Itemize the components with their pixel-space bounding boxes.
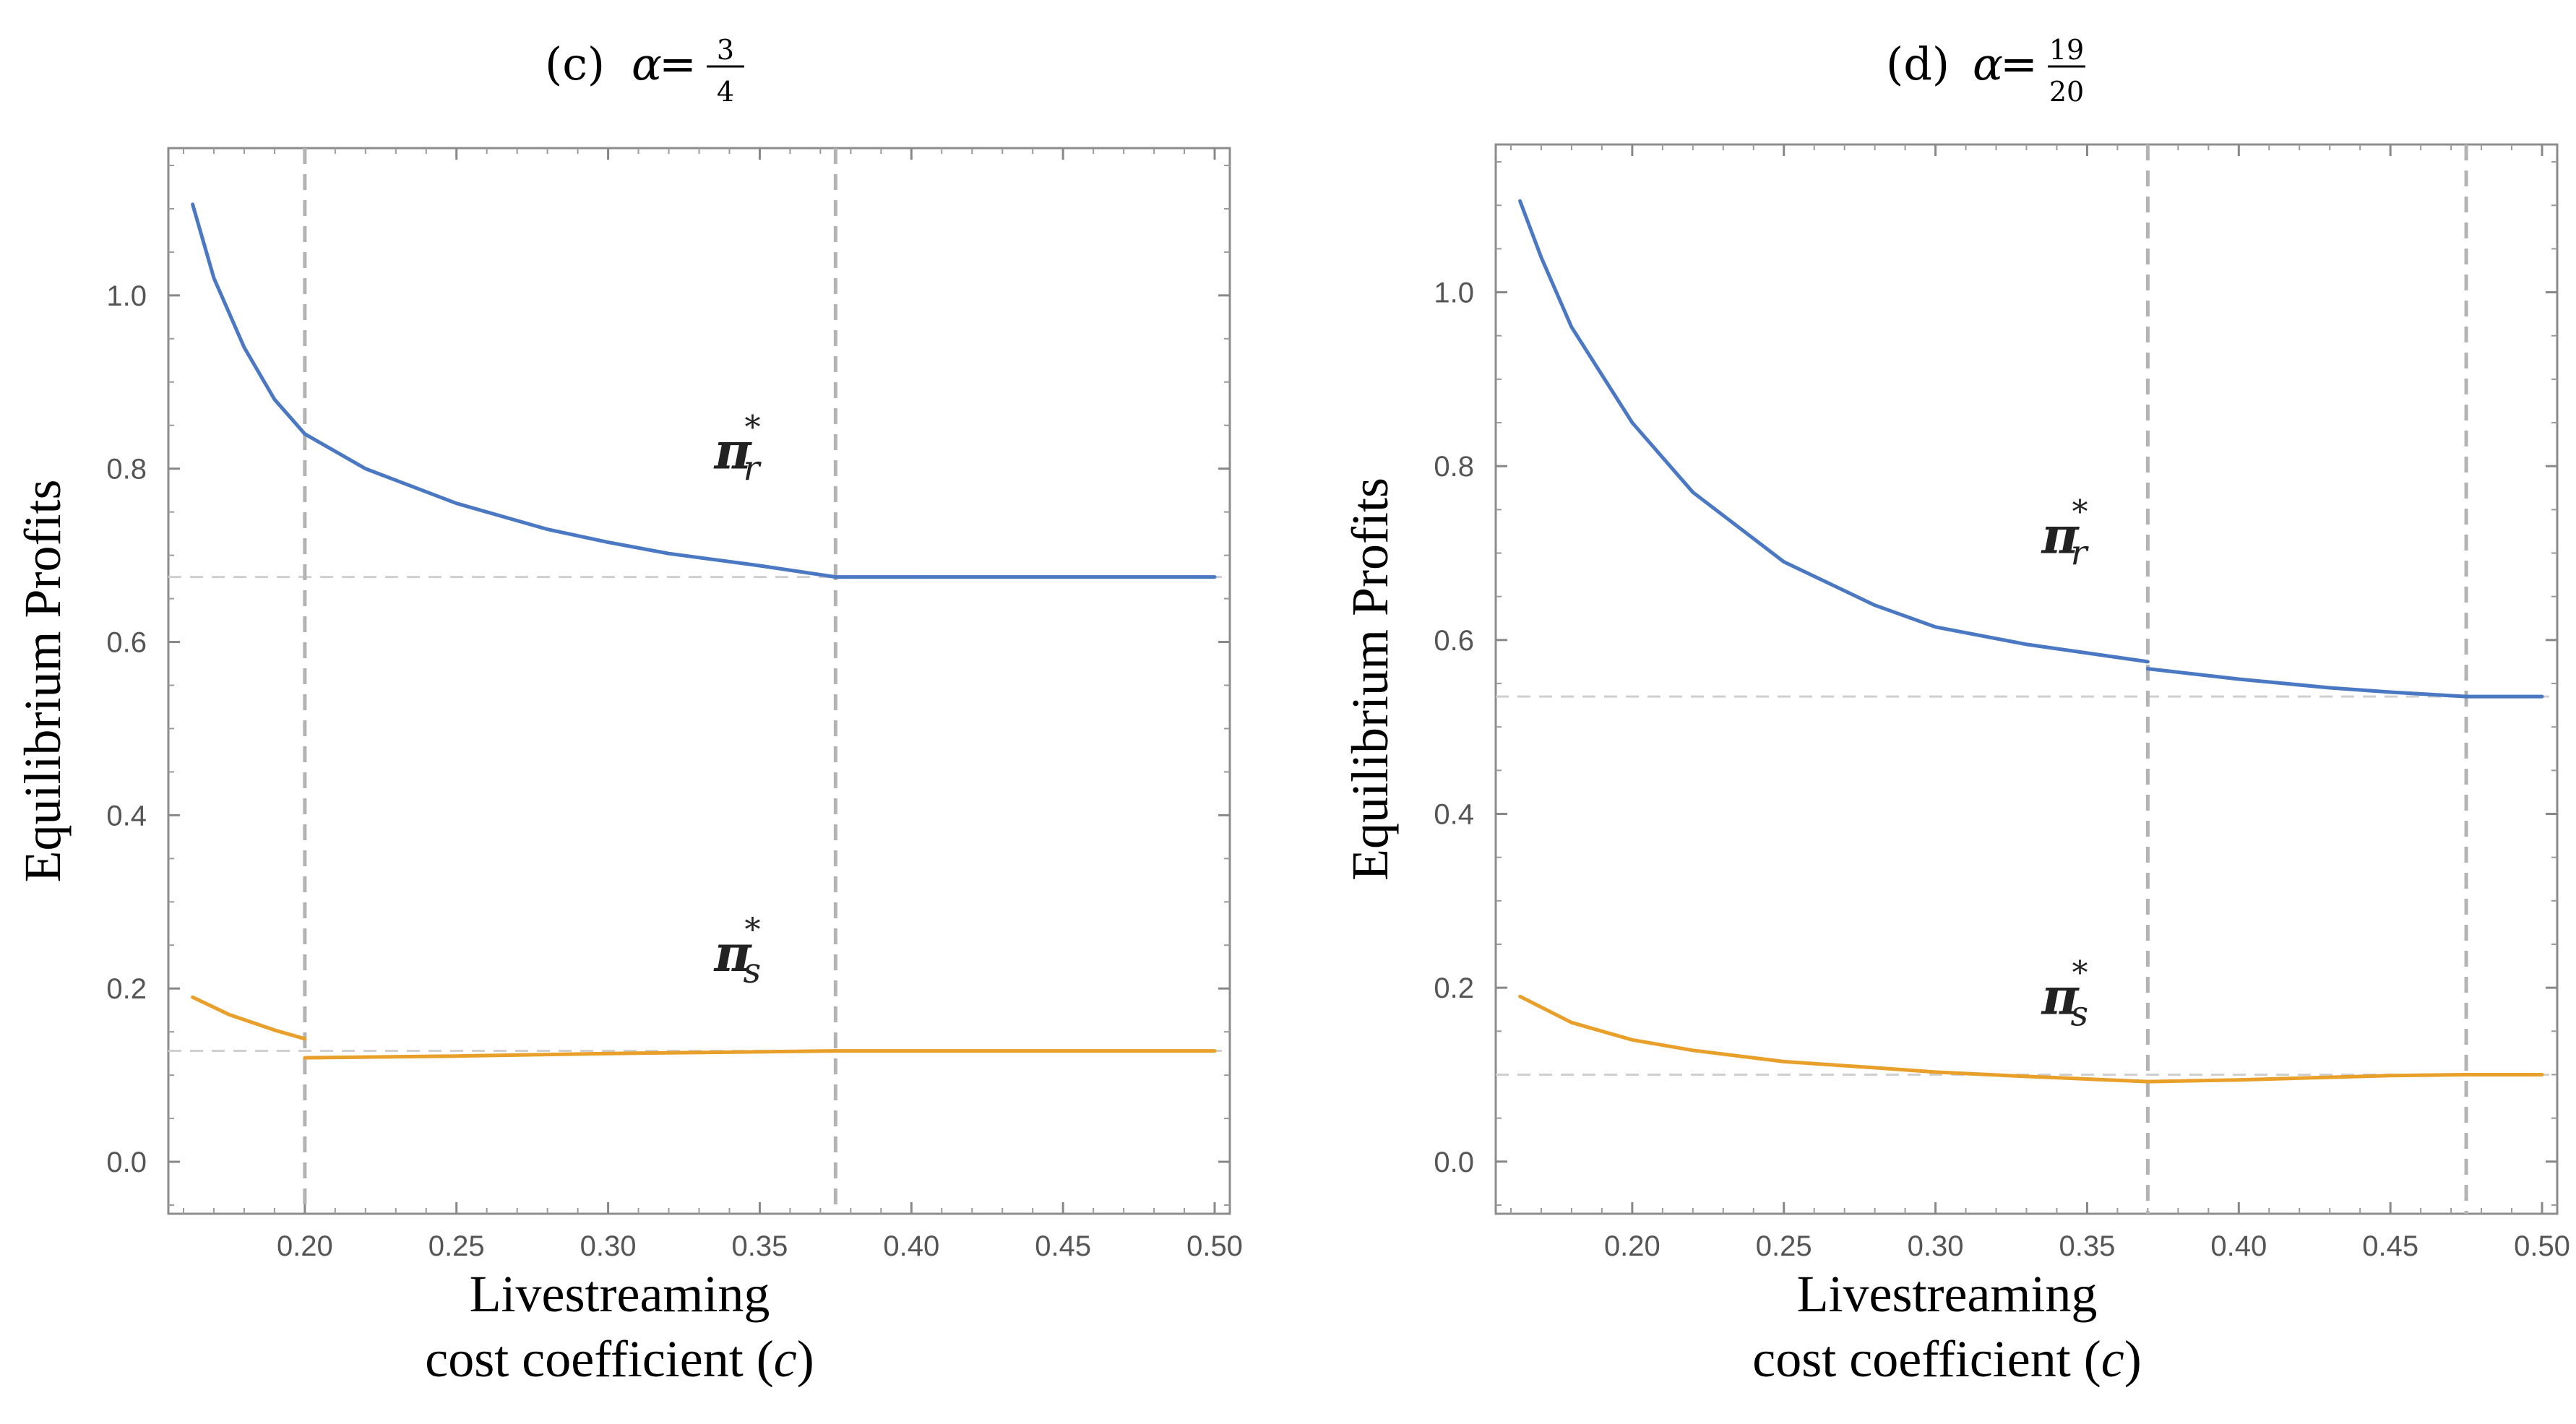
x-tick-label: 0.35 [2059, 1230, 2116, 1262]
series-supplier-segment-1 [303, 1049, 837, 1060]
annotation-subscript: s [2070, 993, 2088, 1034]
y-tick-label: 0.6 [106, 627, 147, 659]
y-axis-title: Equilibrium Profits [1341, 478, 1399, 881]
x-axis-title-line2: cost coefficient (c) [1752, 1330, 2141, 1388]
chart-panel-d: 0.20 0.25 0.30 0.35 0.40 0.45 0.50 0.0 0.2 0.4 0.6… [1341, 34, 2570, 1388]
y-tick-label: 1.0 [1434, 277, 1474, 309]
y-axis-title: Equilibrium Profits [14, 480, 72, 883]
x-tick-label: 0.30 [580, 1230, 637, 1262]
x-tick-label: 0.25 [1756, 1230, 1812, 1262]
chart-title: (c) α = 3 4 [545, 34, 744, 108]
annotation-superscript: * [2072, 494, 2088, 531]
y-tick-label: 0.4 [106, 800, 147, 832]
title-fraction-denominator: 4 [717, 76, 734, 108]
x-tick-label: 0.20 [1604, 1230, 1660, 1262]
x-axis-title-variable: c [2101, 1330, 2124, 1388]
annotation-symbol: π [2040, 506, 2080, 566]
y-tick-label: 0.2 [106, 973, 147, 1005]
annotation-symbol: π [712, 923, 752, 983]
annotation-symbol: π [712, 421, 752, 481]
chart-panel-c: 0.20 0.25 0.30 0.35 0.40 0.45 0.50 0.0 0.2 0.4 0.6… [14, 34, 1243, 1388]
x-tick-label: 0.50 [2514, 1230, 2570, 1262]
series-supplier-segment-0 [1518, 994, 2150, 1084]
y-tick-label: 1.0 [106, 280, 147, 312]
x-axis-title-line1: Livestreaming [1797, 1265, 2098, 1323]
series-retailer-segment-1 [2145, 667, 2468, 699]
title-prefix: (d) [1886, 38, 1950, 90]
title-prefix: (c) [545, 38, 605, 90]
x-axis-title-prefix: cost coefficient ( [425, 1330, 773, 1388]
x-axis-title-line1: Livestreaming [470, 1265, 770, 1323]
x-axis-title-prefix: cost coefficient ( [1752, 1330, 2101, 1388]
y-tick-label: 0.6 [1434, 625, 1474, 657]
x-tick-label: 0.35 [732, 1230, 788, 1262]
plot-frame [1494, 143, 2559, 1215]
y-tick-label: 0.2 [1434, 972, 1474, 1004]
chart-title: (d) α = 19 20 [1886, 34, 2085, 108]
y-tick-label: 0.4 [1434, 799, 1474, 831]
annotation-superscript: * [2072, 954, 2088, 991]
title-alpha-symbol: α [632, 38, 662, 90]
annotation-subscript: s [743, 951, 761, 991]
series-supplier-segment-1 [2145, 1073, 2468, 1084]
y-tick-label: 0.0 [1434, 1147, 1474, 1178]
title-alpha-symbol: α [1973, 38, 2003, 90]
x-axis-title-variable: c [774, 1330, 797, 1388]
x-tick-label: 0.30 [1908, 1230, 1964, 1262]
title-fraction-numerator: 3 [717, 34, 734, 66]
annotation-subscript: r [2070, 533, 2089, 574]
title-fraction-denominator: 20 [2049, 76, 2084, 108]
x-tick-label: 0.40 [2210, 1230, 2267, 1262]
annotation-superscript: * [744, 410, 760, 446]
annotation-superscript: * [744, 912, 760, 949]
series-retailer-segment-0 [1518, 199, 2150, 664]
title-equals: = [659, 38, 697, 90]
title-fraction-numerator: 19 [2049, 34, 2084, 66]
x-tick-label: 0.40 [883, 1230, 939, 1262]
annotation-subscript: r [743, 449, 762, 489]
x-axis-title-line2: cost coefficient (c) [425, 1330, 814, 1388]
series-retailer-segment-0 [191, 202, 307, 436]
x-tick-label: 0.20 [277, 1230, 333, 1262]
y-tick-label: 0.8 [1434, 451, 1474, 483]
x-tick-label: 0.50 [1186, 1230, 1243, 1262]
y-tick-label: 0.0 [106, 1147, 147, 1178]
title-equals: = [2000, 38, 2038, 90]
x-tick-label: 0.45 [1035, 1230, 1091, 1262]
x-tick-label: 0.25 [428, 1230, 485, 1262]
y-tick-label: 0.8 [106, 454, 147, 486]
x-axis-title-suffix: ) [2124, 1330, 2142, 1388]
x-axis-title-suffix: ) [797, 1330, 814, 1388]
series-retailer-segment-1 [303, 432, 837, 579]
series-supplier-segment-0 [191, 995, 307, 1041]
x-tick-label: 0.45 [2362, 1230, 2418, 1262]
annotation-symbol: π [2040, 966, 2080, 1026]
